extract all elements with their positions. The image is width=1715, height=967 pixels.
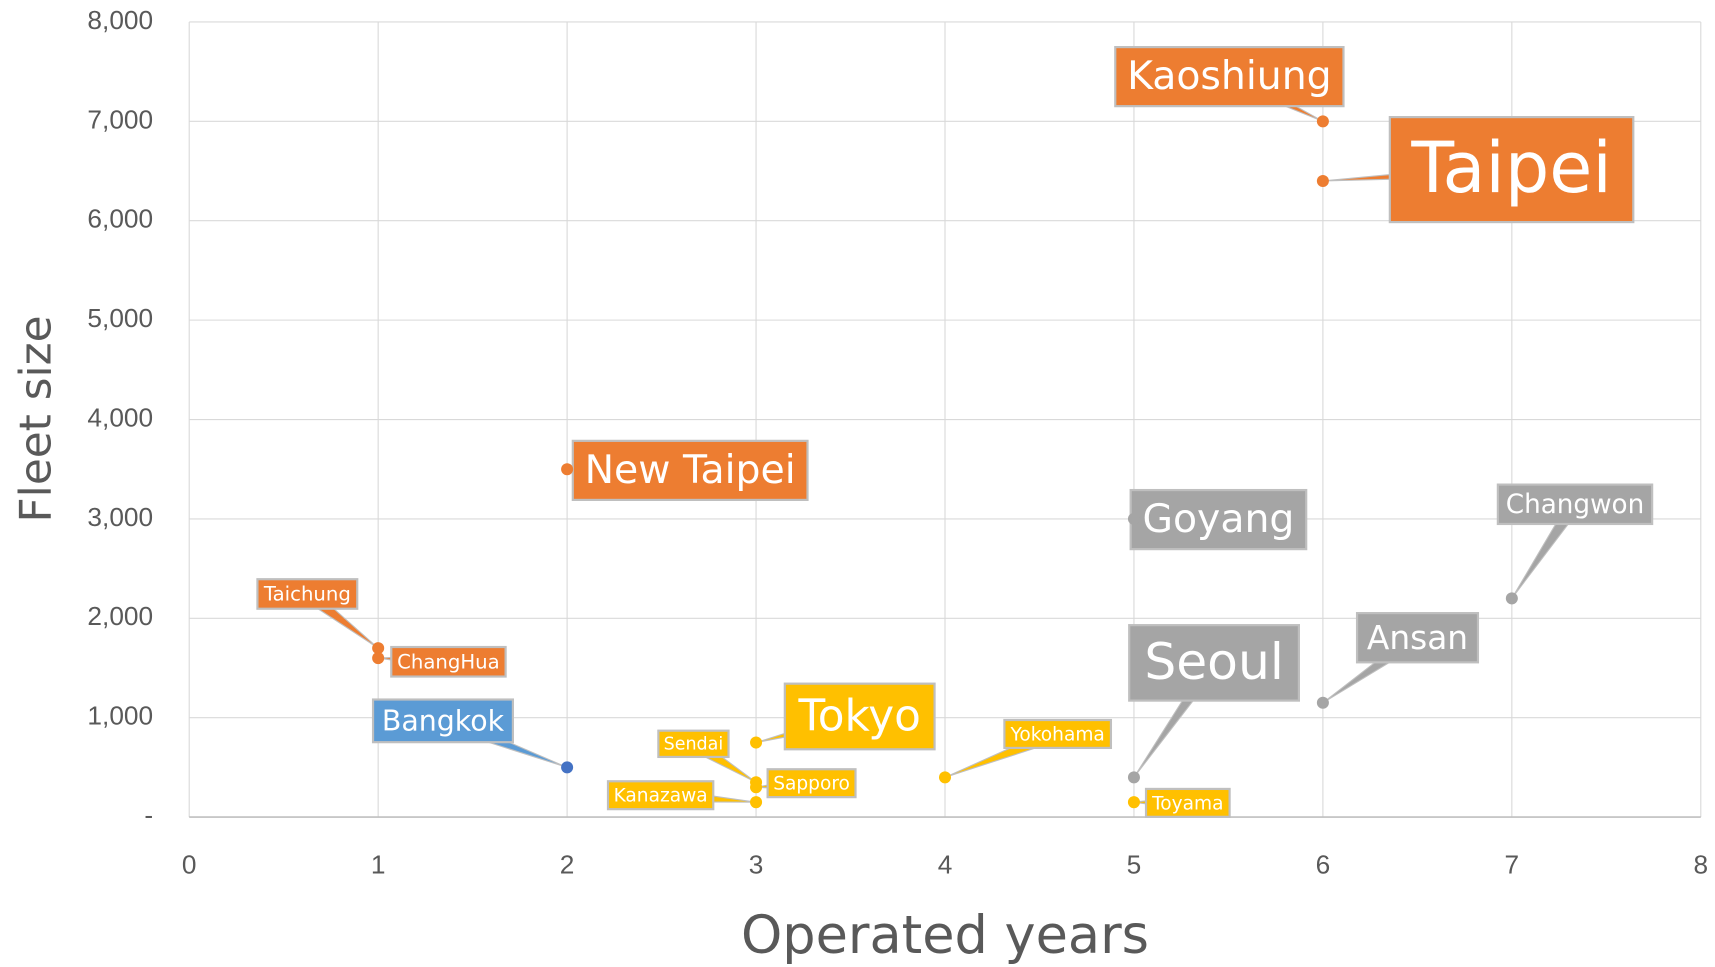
y-tick-label: 1,000 <box>87 701 153 731</box>
point-label: Toyama <box>1151 793 1223 814</box>
point-label: ChangHua <box>397 650 500 673</box>
callout: Taichung <box>256 578 379 649</box>
x-tick-label: 6 <box>1316 849 1331 879</box>
callout-box <box>1388 116 1635 224</box>
y-tick-label: 7,000 <box>87 104 153 134</box>
point <box>1127 796 1140 809</box>
callout: Sendai <box>657 729 757 783</box>
callout-box <box>606 780 715 811</box>
callout: Ansan <box>1322 612 1480 704</box>
point <box>750 781 763 794</box>
callout: Toyama <box>1133 787 1231 818</box>
x-tick-label: 4 <box>938 849 953 879</box>
callout: Changwon <box>1496 483 1654 599</box>
x-tick-label: 5 <box>1127 849 1142 879</box>
point-label: New Taipei <box>585 447 796 493</box>
callout-box <box>783 682 936 751</box>
y-tick-label: - <box>144 800 153 830</box>
y-tick-label: 8,000 <box>87 5 153 35</box>
point <box>750 736 763 749</box>
x-tick-label: 2 <box>560 849 575 879</box>
point-label: Sapporo <box>773 774 850 795</box>
point <box>750 796 763 809</box>
point-label: Sendai <box>664 735 724 755</box>
point <box>1316 696 1329 709</box>
x-tick-label: 8 <box>1693 849 1708 879</box>
point <box>372 642 385 655</box>
callout: Kaoshiung <box>1114 46 1345 122</box>
callout-box <box>1003 718 1113 750</box>
point-label: Ansan <box>1367 619 1468 657</box>
point-label: Taichung <box>263 582 351 605</box>
point-label: Bangkok <box>382 704 505 737</box>
point <box>1127 771 1140 784</box>
callout-box <box>256 578 359 610</box>
callout-box <box>1129 488 1308 551</box>
point <box>1505 592 1518 605</box>
y-tick-label: 2,000 <box>87 601 153 631</box>
y-axis-title: Fleet size <box>10 315 61 522</box>
y-tick-label: 3,000 <box>87 502 153 532</box>
point-label: Kaoshiung <box>1127 53 1332 99</box>
callout-box <box>657 729 730 759</box>
point-label: Kanazawa <box>614 786 708 807</box>
x-axis-title: Operated years <box>741 905 1149 966</box>
callout-box <box>371 698 514 744</box>
x-tick-label: 3 <box>749 849 764 879</box>
x-tick-label: 7 <box>1505 849 1520 879</box>
callout-box <box>1355 612 1480 664</box>
point-label: Changwon <box>1506 490 1645 520</box>
point <box>1316 115 1329 128</box>
y-tick-label: 6,000 <box>87 204 153 234</box>
callout-box <box>1128 624 1301 702</box>
callout: ChangHua <box>378 645 507 678</box>
point-label: Taipei <box>1410 127 1611 209</box>
callout: Bangkok <box>371 698 568 768</box>
callout-box <box>390 645 507 678</box>
callout: Yokohama <box>944 718 1113 778</box>
callout-box <box>1144 787 1231 818</box>
x-tick-label: 1 <box>371 849 386 879</box>
callout: Seoul <box>1128 624 1301 778</box>
point <box>938 771 952 784</box>
point-label: Yokohama <box>1009 724 1104 745</box>
callout: New Taipei <box>567 439 809 501</box>
x-tick-label: 0 <box>182 849 197 879</box>
callout-box <box>766 768 857 799</box>
point <box>561 463 574 476</box>
point-label: Seoul <box>1144 632 1283 691</box>
callout: Tokyo <box>755 682 936 751</box>
point <box>1316 174 1329 187</box>
callout-box <box>1114 46 1345 108</box>
callout: Sapporo <box>755 768 857 799</box>
callout: Taipei <box>1322 116 1635 224</box>
point <box>561 761 574 774</box>
callout: Kanazawa <box>606 780 757 811</box>
point <box>1127 512 1140 525</box>
callout: Goyang <box>1129 488 1308 551</box>
point-label: Tokyo <box>797 691 921 742</box>
callout-box <box>571 439 809 501</box>
point-label: Goyang <box>1142 496 1294 542</box>
y-tick-label: 4,000 <box>87 402 153 432</box>
point <box>372 652 385 665</box>
y-tick-label: 5,000 <box>87 303 153 333</box>
callout-box <box>1496 483 1654 526</box>
